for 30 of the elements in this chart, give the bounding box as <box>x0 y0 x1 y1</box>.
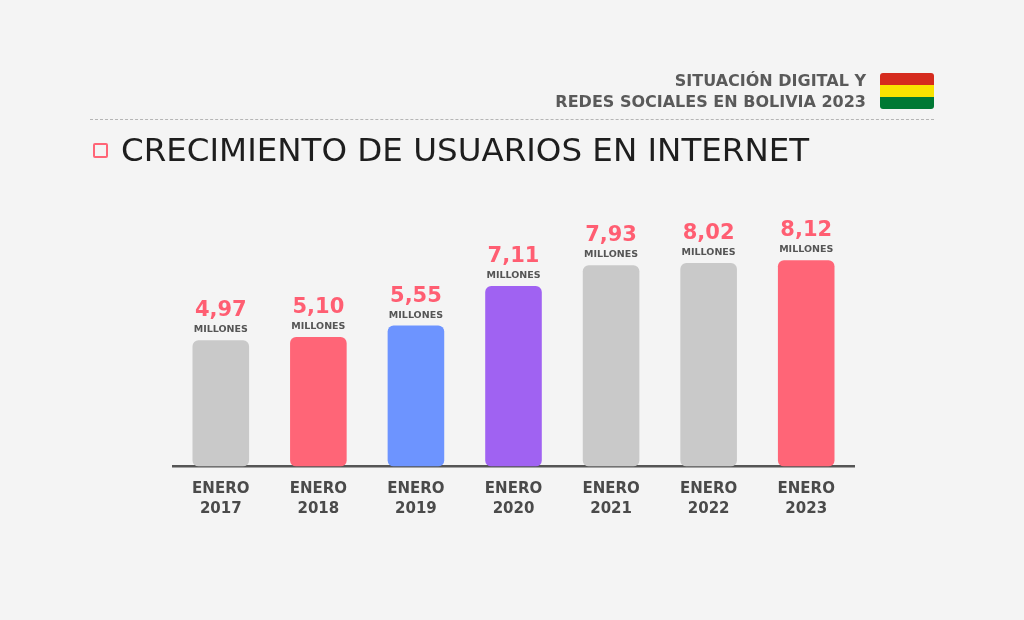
data-label: 5,10 <box>292 294 345 319</box>
bar <box>582 265 640 467</box>
x-tick-label: ENERO 2019 <box>387 478 445 517</box>
data-label: 5,55 <box>390 282 442 307</box>
annotation: MILLONES <box>681 245 736 257</box>
x-tick-label: ENERO 2018 <box>289 478 348 517</box>
x-tick-label: ENERO 2023 <box>777 478 835 517</box>
bar <box>387 325 445 467</box>
data-label: 7,93 <box>585 222 637 247</box>
x-tick-label: ENERO 2020 <box>484 478 543 517</box>
data-label: 8,12 <box>780 217 833 242</box>
annotation: MILLONES <box>486 268 541 280</box>
bar <box>192 340 250 467</box>
data-label: 7,11 <box>487 242 540 267</box>
chart-subtitle: SITUACIÓN DIGITAL Y REDES SOCIALES EN BOLIVIA 2023 <box>555 70 866 112</box>
annotation: MILLONES <box>584 248 639 260</box>
bar <box>680 262 737 467</box>
bar <box>290 337 347 467</box>
x-tick-label: ENERO 2021 <box>582 478 640 517</box>
x-tick-label: ENERO 2017 <box>192 478 250 517</box>
bar <box>485 285 542 467</box>
annotation: MILLONES <box>388 308 444 320</box>
annotation: MILLONES <box>193 323 248 335</box>
data-label: 4,97 <box>194 297 247 322</box>
annotation: MILLONES <box>779 243 834 255</box>
x-tick-label: ENERO 2022 <box>679 478 738 517</box>
bar <box>777 260 835 467</box>
chart-title: CRECIMIENTO DE USUARIOS EN INTERNET <box>121 130 810 170</box>
annotation: MILLONES <box>291 320 346 332</box>
data-label: 8,02 <box>682 219 735 244</box>
